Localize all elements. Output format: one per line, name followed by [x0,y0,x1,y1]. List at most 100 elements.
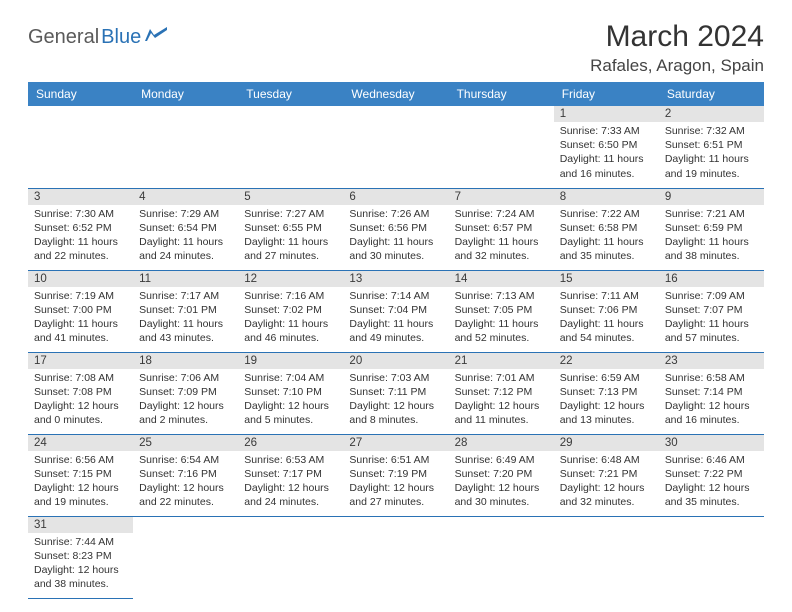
day-details: Sunrise: 6:51 AMSunset: 7:19 PMDaylight:… [343,451,448,514]
day-details: Sunrise: 6:59 AMSunset: 7:13 PMDaylight:… [554,369,659,432]
day-details: Sunrise: 7:17 AMSunset: 7:01 PMDaylight:… [133,287,238,350]
day-details: Sunrise: 7:08 AMSunset: 7:08 PMDaylight:… [28,369,133,432]
day-details: Sunrise: 7:14 AMSunset: 7:04 PMDaylight:… [343,287,448,350]
day-number: 20 [343,353,448,369]
day-number: 6 [343,189,448,205]
day-number: 22 [554,353,659,369]
day-details: Sunrise: 6:54 AMSunset: 7:16 PMDaylight:… [133,451,238,514]
calendar-empty-cell [554,516,659,598]
calendar-day-cell: 30Sunrise: 6:46 AMSunset: 7:22 PMDayligh… [659,434,764,516]
calendar-empty-cell [343,516,448,598]
day-details: Sunrise: 7:29 AMSunset: 6:54 PMDaylight:… [133,205,238,268]
calendar-day-cell: 6Sunrise: 7:26 AMSunset: 6:56 PMDaylight… [343,188,448,270]
day-number: 8 [554,189,659,205]
calendar-day-cell: 28Sunrise: 6:49 AMSunset: 7:20 PMDayligh… [449,434,554,516]
header: GeneralBlue March 2024 Rafales, Aragon, … [28,20,764,76]
day-number: 5 [238,189,343,205]
calendar-day-cell: 22Sunrise: 6:59 AMSunset: 7:13 PMDayligh… [554,352,659,434]
day-number: 13 [343,271,448,287]
calendar-day-cell: 4Sunrise: 7:29 AMSunset: 6:54 PMDaylight… [133,188,238,270]
page-title: March 2024 [590,20,764,54]
location-text: Rafales, Aragon, Spain [590,56,764,76]
calendar-day-cell: 25Sunrise: 6:54 AMSunset: 7:16 PMDayligh… [133,434,238,516]
day-details: Sunrise: 6:49 AMSunset: 7:20 PMDaylight:… [449,451,554,514]
calendar-day-cell: 15Sunrise: 7:11 AMSunset: 7:06 PMDayligh… [554,270,659,352]
day-details: Sunrise: 7:27 AMSunset: 6:55 PMDaylight:… [238,205,343,268]
flag-icon [145,27,167,42]
day-number: 19 [238,353,343,369]
day-details: Sunrise: 6:46 AMSunset: 7:22 PMDaylight:… [659,451,764,514]
calendar-day-cell: 17Sunrise: 7:08 AMSunset: 7:08 PMDayligh… [28,352,133,434]
calendar-day-cell: 21Sunrise: 7:01 AMSunset: 7:12 PMDayligh… [449,352,554,434]
logo-text-general: General [28,26,99,49]
calendar-week-row: 17Sunrise: 7:08 AMSunset: 7:08 PMDayligh… [28,352,764,434]
day-details: Sunrise: 6:56 AMSunset: 7:15 PMDaylight:… [28,451,133,514]
day-details: Sunrise: 7:21 AMSunset: 6:59 PMDaylight:… [659,205,764,268]
calendar-day-cell: 9Sunrise: 7:21 AMSunset: 6:59 PMDaylight… [659,188,764,270]
day-number: 1 [554,106,659,122]
day-details: Sunrise: 7:13 AMSunset: 7:05 PMDaylight:… [449,287,554,350]
day-details: Sunrise: 6:48 AMSunset: 7:21 PMDaylight:… [554,451,659,514]
day-number: 3 [28,189,133,205]
day-number: 10 [28,271,133,287]
calendar-empty-cell [449,106,554,188]
calendar-day-cell: 10Sunrise: 7:19 AMSunset: 7:00 PMDayligh… [28,270,133,352]
day-number: 21 [449,353,554,369]
day-number: 29 [554,435,659,451]
weekday-header: Sunday [28,82,133,106]
day-number: 16 [659,271,764,287]
day-details: Sunrise: 7:03 AMSunset: 7:11 PMDaylight:… [343,369,448,432]
day-details: Sunrise: 7:09 AMSunset: 7:07 PMDaylight:… [659,287,764,350]
calendar-day-cell: 11Sunrise: 7:17 AMSunset: 7:01 PMDayligh… [133,270,238,352]
calendar-day-cell: 8Sunrise: 7:22 AMSunset: 6:58 PMDaylight… [554,188,659,270]
day-details: Sunrise: 7:04 AMSunset: 7:10 PMDaylight:… [238,369,343,432]
day-details: Sunrise: 7:33 AMSunset: 6:50 PMDaylight:… [554,122,659,185]
day-number: 12 [238,271,343,287]
weekday-header: Monday [133,82,238,106]
calendar-day-cell: 24Sunrise: 6:56 AMSunset: 7:15 PMDayligh… [28,434,133,516]
weekday-header: Wednesday [343,82,448,106]
weekday-header: Tuesday [238,82,343,106]
calendar-week-row: 10Sunrise: 7:19 AMSunset: 7:00 PMDayligh… [28,270,764,352]
calendar-empty-cell [133,516,238,598]
day-number: 2 [659,106,764,122]
day-details: Sunrise: 7:16 AMSunset: 7:02 PMDaylight:… [238,287,343,350]
day-number: 14 [449,271,554,287]
day-number: 28 [449,435,554,451]
day-number: 24 [28,435,133,451]
day-details: Sunrise: 7:11 AMSunset: 7:06 PMDaylight:… [554,287,659,350]
day-number: 23 [659,353,764,369]
calendar-empty-cell [133,106,238,188]
day-number: 27 [343,435,448,451]
title-block: March 2024 Rafales, Aragon, Spain [590,20,764,76]
weekday-header-row: SundayMondayTuesdayWednesdayThursdayFrid… [28,82,764,106]
weekday-header: Saturday [659,82,764,106]
day-number: 17 [28,353,133,369]
day-number: 11 [133,271,238,287]
calendar-day-cell: 5Sunrise: 7:27 AMSunset: 6:55 PMDaylight… [238,188,343,270]
calendar-empty-cell [343,106,448,188]
day-details: Sunrise: 7:26 AMSunset: 6:56 PMDaylight:… [343,205,448,268]
calendar-empty-cell [238,106,343,188]
calendar-day-cell: 18Sunrise: 7:06 AMSunset: 7:09 PMDayligh… [133,352,238,434]
calendar-empty-cell [28,106,133,188]
calendar-day-cell: 27Sunrise: 6:51 AMSunset: 7:19 PMDayligh… [343,434,448,516]
day-number: 4 [133,189,238,205]
calendar-day-cell: 31Sunrise: 7:44 AMSunset: 8:23 PMDayligh… [28,516,133,598]
calendar-day-cell: 3Sunrise: 7:30 AMSunset: 6:52 PMDaylight… [28,188,133,270]
calendar-day-cell: 20Sunrise: 7:03 AMSunset: 7:11 PMDayligh… [343,352,448,434]
day-details: Sunrise: 6:58 AMSunset: 7:14 PMDaylight:… [659,369,764,432]
day-number: 25 [133,435,238,451]
day-number: 26 [238,435,343,451]
calendar-week-row: 3Sunrise: 7:30 AMSunset: 6:52 PMDaylight… [28,188,764,270]
calendar-empty-cell [238,516,343,598]
calendar-day-cell: 29Sunrise: 6:48 AMSunset: 7:21 PMDayligh… [554,434,659,516]
calendar-week-row: 1Sunrise: 7:33 AMSunset: 6:50 PMDaylight… [28,106,764,188]
day-details: Sunrise: 7:19 AMSunset: 7:00 PMDaylight:… [28,287,133,350]
calendar-day-cell: 7Sunrise: 7:24 AMSunset: 6:57 PMDaylight… [449,188,554,270]
day-details: Sunrise: 7:06 AMSunset: 7:09 PMDaylight:… [133,369,238,432]
calendar-day-cell: 1Sunrise: 7:33 AMSunset: 6:50 PMDaylight… [554,106,659,188]
calendar-day-cell: 14Sunrise: 7:13 AMSunset: 7:05 PMDayligh… [449,270,554,352]
day-number: 9 [659,189,764,205]
calendar-empty-cell [659,516,764,598]
